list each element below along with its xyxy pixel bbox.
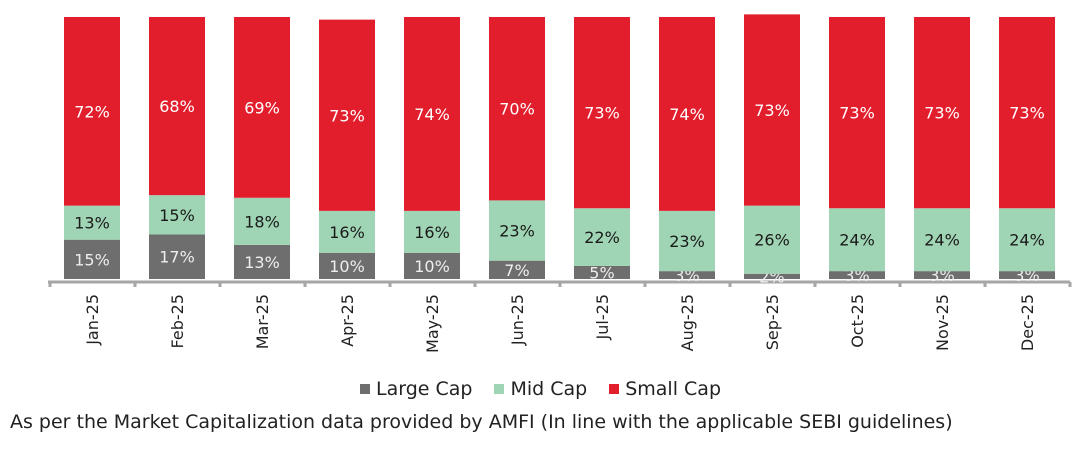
data-label: 24% bbox=[1009, 231, 1045, 250]
data-label: 7% bbox=[504, 261, 529, 280]
footnote: As per the Market Capitalization data pr… bbox=[10, 411, 953, 433]
legend-item: Mid Cap bbox=[494, 378, 587, 400]
bar-large-cap bbox=[319, 252, 375, 279]
bar-large-cap bbox=[489, 260, 545, 279]
bar-large-cap bbox=[744, 273, 800, 279]
stacked-bar-chart: 15% 13% 72% Jan-25 17% 15% 68% Feb-25 13% 18% 69% M… bbox=[48, 14, 1072, 353]
bar-large-cap bbox=[914, 271, 970, 279]
data-label: 13% bbox=[244, 253, 280, 272]
data-label: 16% bbox=[329, 223, 365, 242]
data-label: 16% bbox=[414, 223, 450, 242]
bar-mid-cap bbox=[234, 197, 290, 245]
bar-small-cap bbox=[574, 17, 630, 209]
bar-mid-cap bbox=[149, 195, 205, 235]
bar-mid-cap bbox=[659, 210, 715, 272]
bar-mid-cap bbox=[574, 208, 630, 266]
bar-large-cap bbox=[829, 271, 885, 279]
x-tick-label: Sep-25 bbox=[763, 294, 782, 350]
data-label: 10% bbox=[329, 257, 365, 276]
bar-mid-cap bbox=[744, 205, 800, 274]
bar-mid-cap bbox=[489, 200, 545, 261]
bar-large-cap bbox=[234, 244, 290, 279]
x-tick-label: Aug-25 bbox=[678, 294, 697, 351]
data-label: 22% bbox=[584, 228, 620, 247]
bar-small-cap bbox=[744, 14, 800, 206]
x-tick-label: Mar-25 bbox=[253, 294, 272, 349]
x-tick-label: Jul-25 bbox=[593, 294, 612, 340]
legend-swatch bbox=[609, 384, 620, 394]
data-label: 70% bbox=[499, 100, 535, 119]
legend-swatch bbox=[494, 384, 505, 394]
data-label: 23% bbox=[669, 232, 705, 251]
bar-large-cap bbox=[659, 271, 715, 279]
data-label: 10% bbox=[414, 257, 450, 276]
bar-small-cap bbox=[829, 17, 885, 209]
bar-large-cap bbox=[999, 271, 1055, 279]
legend-swatch bbox=[360, 384, 370, 394]
bar-mid-cap bbox=[64, 205, 120, 240]
bar-small-cap bbox=[149, 17, 205, 196]
data-label: 72% bbox=[74, 102, 110, 121]
data-label: 23% bbox=[499, 222, 535, 241]
data-label: 24% bbox=[924, 231, 960, 250]
bar-mid-cap bbox=[404, 210, 460, 253]
data-label: 73% bbox=[839, 104, 875, 123]
bar-small-cap bbox=[489, 17, 545, 201]
legend-item: Small Cap bbox=[609, 378, 721, 400]
bar-large-cap bbox=[404, 252, 460, 279]
legend-label: Small Cap bbox=[625, 378, 721, 400]
data-label: 73% bbox=[329, 106, 365, 125]
legend: Large Cap Mid Cap Small Cap bbox=[0, 378, 1081, 400]
data-label: 73% bbox=[924, 104, 960, 123]
bar-small-cap bbox=[999, 17, 1055, 209]
data-label: 73% bbox=[584, 104, 620, 123]
data-label: 74% bbox=[669, 105, 705, 124]
legend-label: Mid Cap bbox=[510, 378, 588, 400]
bar-large-cap bbox=[64, 239, 120, 279]
bar-large-cap bbox=[149, 234, 205, 279]
bar-small-cap bbox=[319, 19, 375, 211]
bar-small-cap bbox=[234, 17, 290, 198]
data-label: 24% bbox=[839, 231, 875, 250]
bar-large-cap bbox=[574, 265, 630, 279]
bar-small-cap bbox=[64, 17, 120, 206]
x-tick-label: Jan-25 bbox=[83, 294, 102, 346]
legend-item: Large Cap bbox=[360, 378, 472, 400]
bar-mid-cap bbox=[999, 208, 1055, 272]
bar-mid-cap bbox=[914, 208, 970, 272]
data-label: 74% bbox=[414, 105, 450, 124]
data-label: 13% bbox=[74, 214, 110, 233]
bar-small-cap bbox=[659, 17, 715, 211]
x-tick-label: Dec-25 bbox=[1018, 294, 1037, 351]
data-label: 73% bbox=[1009, 104, 1045, 123]
x-tick-label: Feb-25 bbox=[168, 294, 187, 348]
data-label: 15% bbox=[74, 250, 110, 269]
data-label: 26% bbox=[754, 231, 790, 250]
x-tick-label: May-25 bbox=[423, 294, 442, 353]
data-label: 17% bbox=[159, 248, 195, 267]
data-label: 5% bbox=[589, 263, 614, 282]
x-tick-label: Jun-25 bbox=[508, 294, 527, 346]
bar-mid-cap bbox=[829, 208, 885, 272]
data-label: 69% bbox=[244, 98, 280, 117]
bar-small-cap bbox=[404, 17, 460, 211]
bar-small-cap bbox=[914, 17, 970, 209]
bar-mid-cap bbox=[319, 210, 375, 253]
data-label: 18% bbox=[244, 212, 280, 231]
data-label: 73% bbox=[754, 101, 790, 120]
data-label: 15% bbox=[159, 206, 195, 225]
x-tick-label: Oct-25 bbox=[848, 294, 867, 348]
x-tick-label: Nov-25 bbox=[933, 294, 952, 351]
legend-label: Large Cap bbox=[376, 378, 473, 400]
data-label: 68% bbox=[159, 97, 195, 116]
x-tick-label: Apr-25 bbox=[338, 294, 357, 347]
